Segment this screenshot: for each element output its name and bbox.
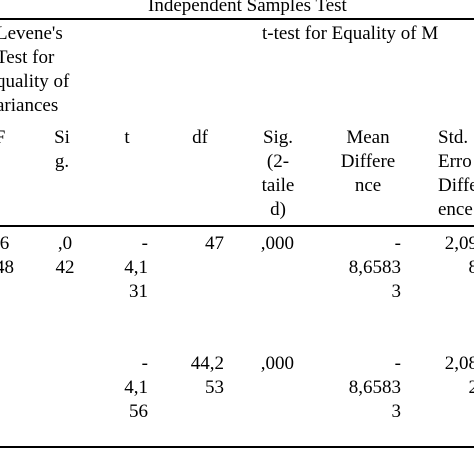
header-bottom-rule	[0, 225, 474, 227]
column-header-f: F	[0, 126, 8, 150]
table-bottom-rule	[0, 446, 474, 448]
column-header-sig-2-tailed: Sig. (2- taile d)	[261, 127, 295, 220]
row-1-std-error-difference: 2,09 8	[444, 233, 474, 278]
row-1-df: 47	[205, 233, 224, 254]
levene-group-header: Levene's Test for quality of ariances	[0, 23, 70, 116]
row-2-df: 44,2 53	[190, 353, 224, 398]
row-2-sig-2-tailed: ,000	[260, 353, 294, 374]
row-1-sig-2-tailed: ,000	[260, 233, 294, 254]
column-header-t: t	[124, 127, 130, 148]
title-rule	[0, 18, 474, 20]
row-2-std-error-difference: 2,08 2	[444, 353, 474, 398]
row-1-f: ,6 48	[0, 233, 14, 278]
column-header-df: df	[192, 127, 208, 148]
table-title: Independent Samples Test	[148, 0, 347, 16]
row-2-t: - 4,1 56	[124, 353, 148, 422]
column-header-std-error-difference: Std. Erro Diffe ence	[438, 127, 474, 220]
row-2-mean-difference: - 8,6583 3	[348, 353, 401, 422]
ttest-group-header: t-test for Equality of M	[262, 23, 439, 44]
row-1-mean-difference: - 8,6583 3	[348, 233, 401, 302]
row-1-sig: ,0 42	[55, 233, 75, 278]
column-header-mean-difference: Mean Differe nce	[340, 127, 396, 196]
column-header-sig: Si g.	[54, 127, 70, 172]
row-1-t: - 4,1 31	[124, 233, 148, 302]
